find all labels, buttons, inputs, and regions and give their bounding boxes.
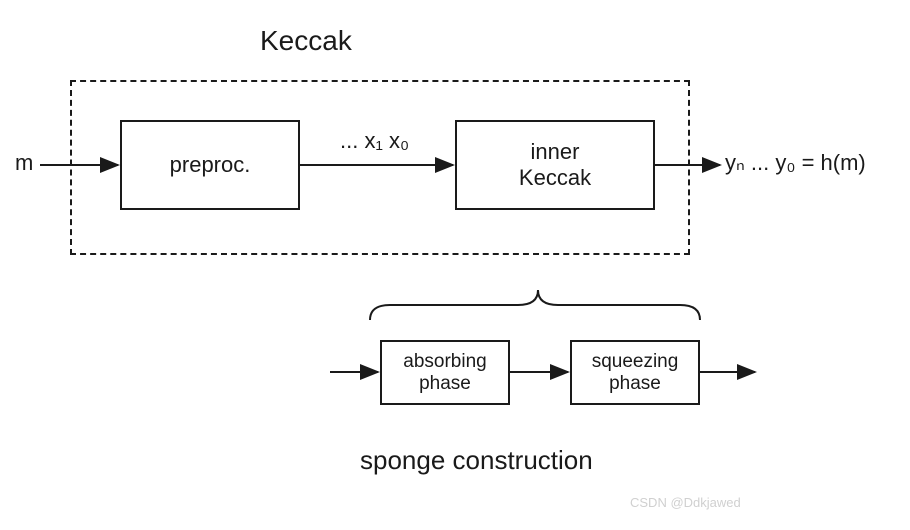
phase1-line2: phase [419, 373, 471, 395]
inner-keccak-box: inner Keccak [455, 120, 655, 210]
preproc-box: preproc. [120, 120, 300, 210]
phase2-line1: squeezing [592, 351, 679, 373]
inner-label-1: inner [531, 139, 580, 165]
absorbing-phase-box: absorbing phase [380, 340, 510, 405]
diagram-title: Keccak [260, 25, 352, 57]
mid-sequence-label: ... x₁ x₀ [340, 128, 409, 154]
output-label: yₙ ... y₀ = h(m) [725, 150, 866, 176]
phase1-line1: absorbing [403, 351, 486, 373]
inner-label-2: Keccak [519, 165, 591, 191]
input-m-label: m [15, 150, 33, 176]
phase2-line2: phase [609, 373, 661, 395]
watermark: CSDN @Ddkjawed [630, 495, 741, 510]
sponge-construction-label: sponge construction [360, 445, 593, 476]
squeezing-phase-box: squeezing phase [570, 340, 700, 405]
curly-brace [370, 290, 700, 320]
preproc-label: preproc. [170, 152, 251, 178]
